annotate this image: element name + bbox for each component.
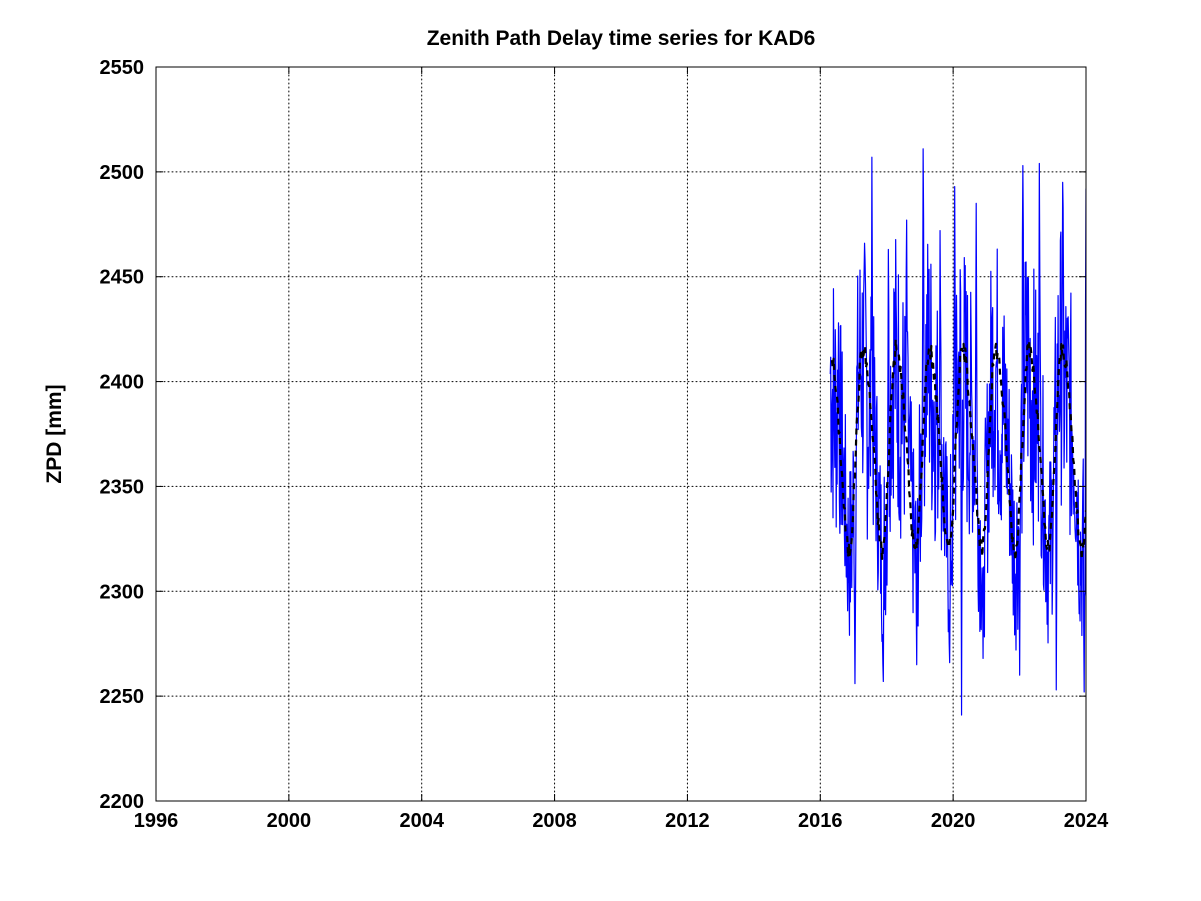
ytick-label: 2250 [100, 686, 145, 708]
xtick-label: 2016 [798, 810, 843, 832]
ytick-label: 2550 [100, 57, 145, 79]
chart-container: 1996 2000 2004 2008 2012 2016 2020 2024 2200 2250… [0, 0, 1201, 901]
chart-title: Zenith Path Delay time series for KAD6 [427, 27, 816, 50]
xtick-label: 2012 [665, 810, 710, 832]
xtick-label: 2024 [1064, 810, 1109, 832]
ytick-label: 2300 [100, 581, 145, 603]
xtick-label: 2020 [931, 810, 976, 832]
y-axis-label: ZPD [mm] [43, 384, 66, 483]
ytick-label: 2200 [100, 791, 145, 813]
ytick-label: 2400 [100, 372, 145, 394]
xtick-label: 1996 [134, 810, 179, 832]
ytick-label: 2450 [100, 267, 145, 289]
zpd-timeseries-chart: 1996 2000 2004 2008 2012 2016 2020 2024 2200 2250… [0, 0, 1201, 901]
ytick-label: 2350 [100, 476, 145, 498]
xtick-label: 2000 [267, 810, 312, 832]
ytick-label: 2500 [100, 162, 145, 184]
xtick-label: 2004 [399, 810, 444, 832]
xtick-label: 2008 [532, 810, 577, 832]
